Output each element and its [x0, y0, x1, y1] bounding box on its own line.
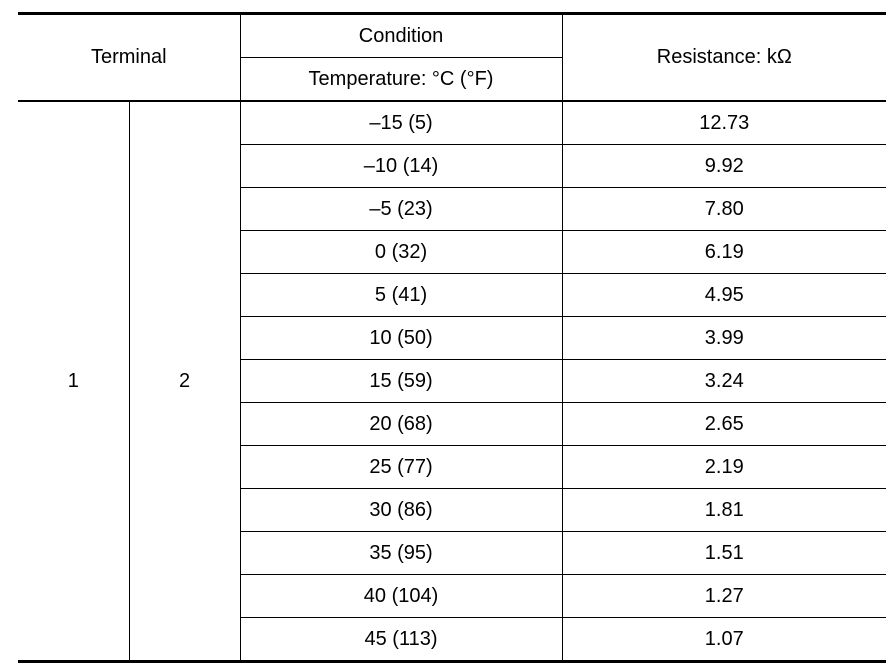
- table-row: 1 2 –15 (5) 12.73: [18, 100, 887, 663]
- table-row: 5 (41) 4.95: [18, 273, 887, 317]
- resistance-cell: 3.24: [561, 359, 887, 403]
- resistance-header: Resistance: kΩ: [561, 12, 887, 102]
- temperature-cell: –15 (5): [239, 100, 563, 145]
- temperature-cell: 10 (50): [240, 316, 563, 360]
- condition-header: Condition: [239, 12, 563, 58]
- resistance-cell: 3.99: [561, 316, 887, 360]
- resistance-cell: 12.73: [561, 100, 887, 145]
- resistance-cell: 6.19: [561, 230, 887, 274]
- resistance-cell: 2.65: [561, 402, 887, 446]
- terminal-a-cell: 1: [18, 100, 130, 663]
- temperature-cell: 5 (41): [240, 273, 563, 317]
- terminal-header: Terminal: [18, 12, 241, 102]
- temperature-cell: 0 (32): [240, 230, 563, 274]
- temperature-cell: 15 (59): [240, 359, 563, 403]
- temperature-cell: 40 (104): [240, 574, 563, 618]
- temperature-cell: 25 (77): [240, 445, 563, 489]
- terminal-b-cell: 2: [128, 100, 241, 663]
- temperature-header: Temperature: °C (°F): [240, 57, 563, 102]
- table-row: 25 (77) 2.19: [18, 445, 887, 489]
- resistance-cell: 1.81: [561, 488, 887, 532]
- table-row: 15 (59) 3.24: [18, 359, 887, 403]
- resistance-cell: 1.51: [561, 531, 887, 575]
- temperature-cell: 30 (86): [240, 488, 563, 532]
- table-row: 30 (86) 1.81: [18, 488, 887, 532]
- temperature-cell: 45 (113): [240, 617, 563, 663]
- resistance-cell: 1.07: [561, 617, 887, 663]
- temperature-cell: –5 (23): [240, 187, 563, 231]
- table-row: 45 (113) 1.07: [18, 617, 887, 663]
- table-row: –10 (14) 9.92: [18, 144, 887, 188]
- temperature-cell: –10 (14): [240, 144, 563, 188]
- resistance-cell: 4.95: [561, 273, 887, 317]
- table-row: 20 (68) 2.65: [18, 402, 887, 446]
- resistance-cell: 1.27: [561, 574, 887, 618]
- resistance-cell: 2.19: [561, 445, 887, 489]
- table-row: 10 (50) 3.99: [18, 316, 887, 360]
- resistance-cell: 7.80: [561, 187, 887, 231]
- resistance-spec-table: Terminal Condition Resistance: kΩ Temper…: [18, 12, 887, 663]
- temperature-cell: 35 (95): [240, 531, 563, 575]
- resistance-cell: 9.92: [561, 144, 887, 188]
- temperature-cell: 20 (68): [240, 402, 563, 446]
